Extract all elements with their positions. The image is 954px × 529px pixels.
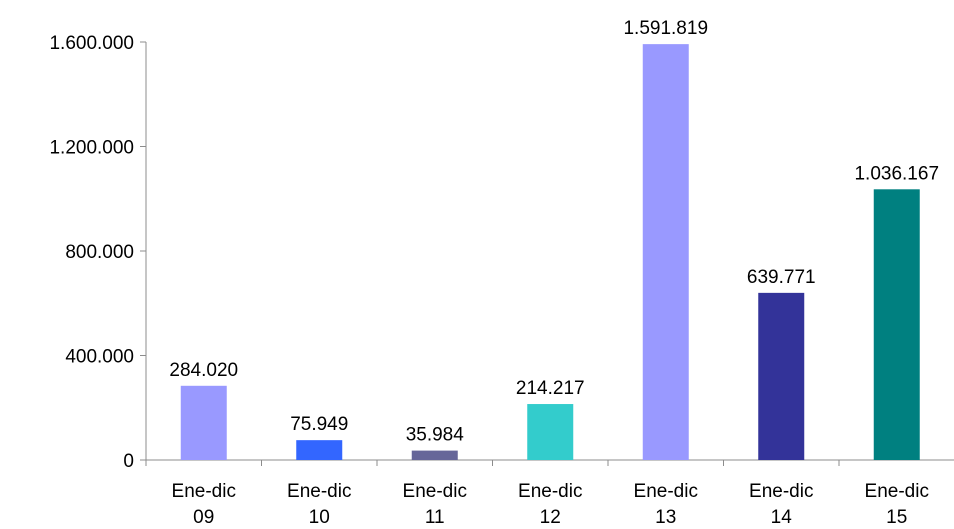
y-axis: 0 400.000 800.000 1.200.000 1.600.000 xyxy=(49,33,147,472)
x-category-label: 13 xyxy=(655,507,676,528)
x-axis xyxy=(145,459,954,466)
category-labels: Ene-dic 09 Ene-dic 10 Ene-dic 11 Ene-dic 12 Ene-… xyxy=(172,481,929,528)
data-label: 35.984 xyxy=(406,425,465,446)
bar xyxy=(296,440,343,460)
y-tick-label: 1.200.000 xyxy=(49,138,134,159)
x-category-label: 10 xyxy=(309,507,330,528)
bar xyxy=(411,450,458,460)
data-label: 75.949 xyxy=(290,414,348,435)
bar xyxy=(873,189,920,460)
x-category-label: Ene-dic xyxy=(403,481,467,502)
x-category-label: 11 xyxy=(425,507,445,528)
bar xyxy=(642,44,689,460)
bar xyxy=(527,404,574,460)
x-category-label: Ene-dic xyxy=(287,481,351,502)
x-category-label: 09 xyxy=(193,507,214,528)
y-tick-label: 1.600.000 xyxy=(49,33,134,54)
x-category-label: 14 xyxy=(771,507,793,528)
data-label: 284.020 xyxy=(169,360,238,381)
x-category-label: 12 xyxy=(540,507,561,528)
y-tick-label: 400.000 xyxy=(65,347,134,368)
data-labels: 284.020 75.949 35.984 214.217 1.591.819 639.7… xyxy=(169,18,939,445)
data-label: 1.591.819 xyxy=(623,18,708,39)
data-label: 1.036.167 xyxy=(854,163,939,184)
bar xyxy=(758,292,805,460)
bars xyxy=(180,44,920,460)
x-category-label: Ene-dic xyxy=(172,481,236,502)
y-tick-label: 800.000 xyxy=(65,242,134,263)
x-category-label: Ene-dic xyxy=(518,481,582,502)
bar xyxy=(180,385,227,460)
y-tick-label: 0 xyxy=(123,451,134,472)
x-category-label: Ene-dic xyxy=(634,481,698,502)
x-category-label: 15 xyxy=(886,507,907,528)
data-label: 639.771 xyxy=(747,267,816,288)
data-label: 214.217 xyxy=(516,378,585,399)
x-category-label: Ene-dic xyxy=(865,481,929,502)
x-category-label: Ene-dic xyxy=(749,481,813,502)
